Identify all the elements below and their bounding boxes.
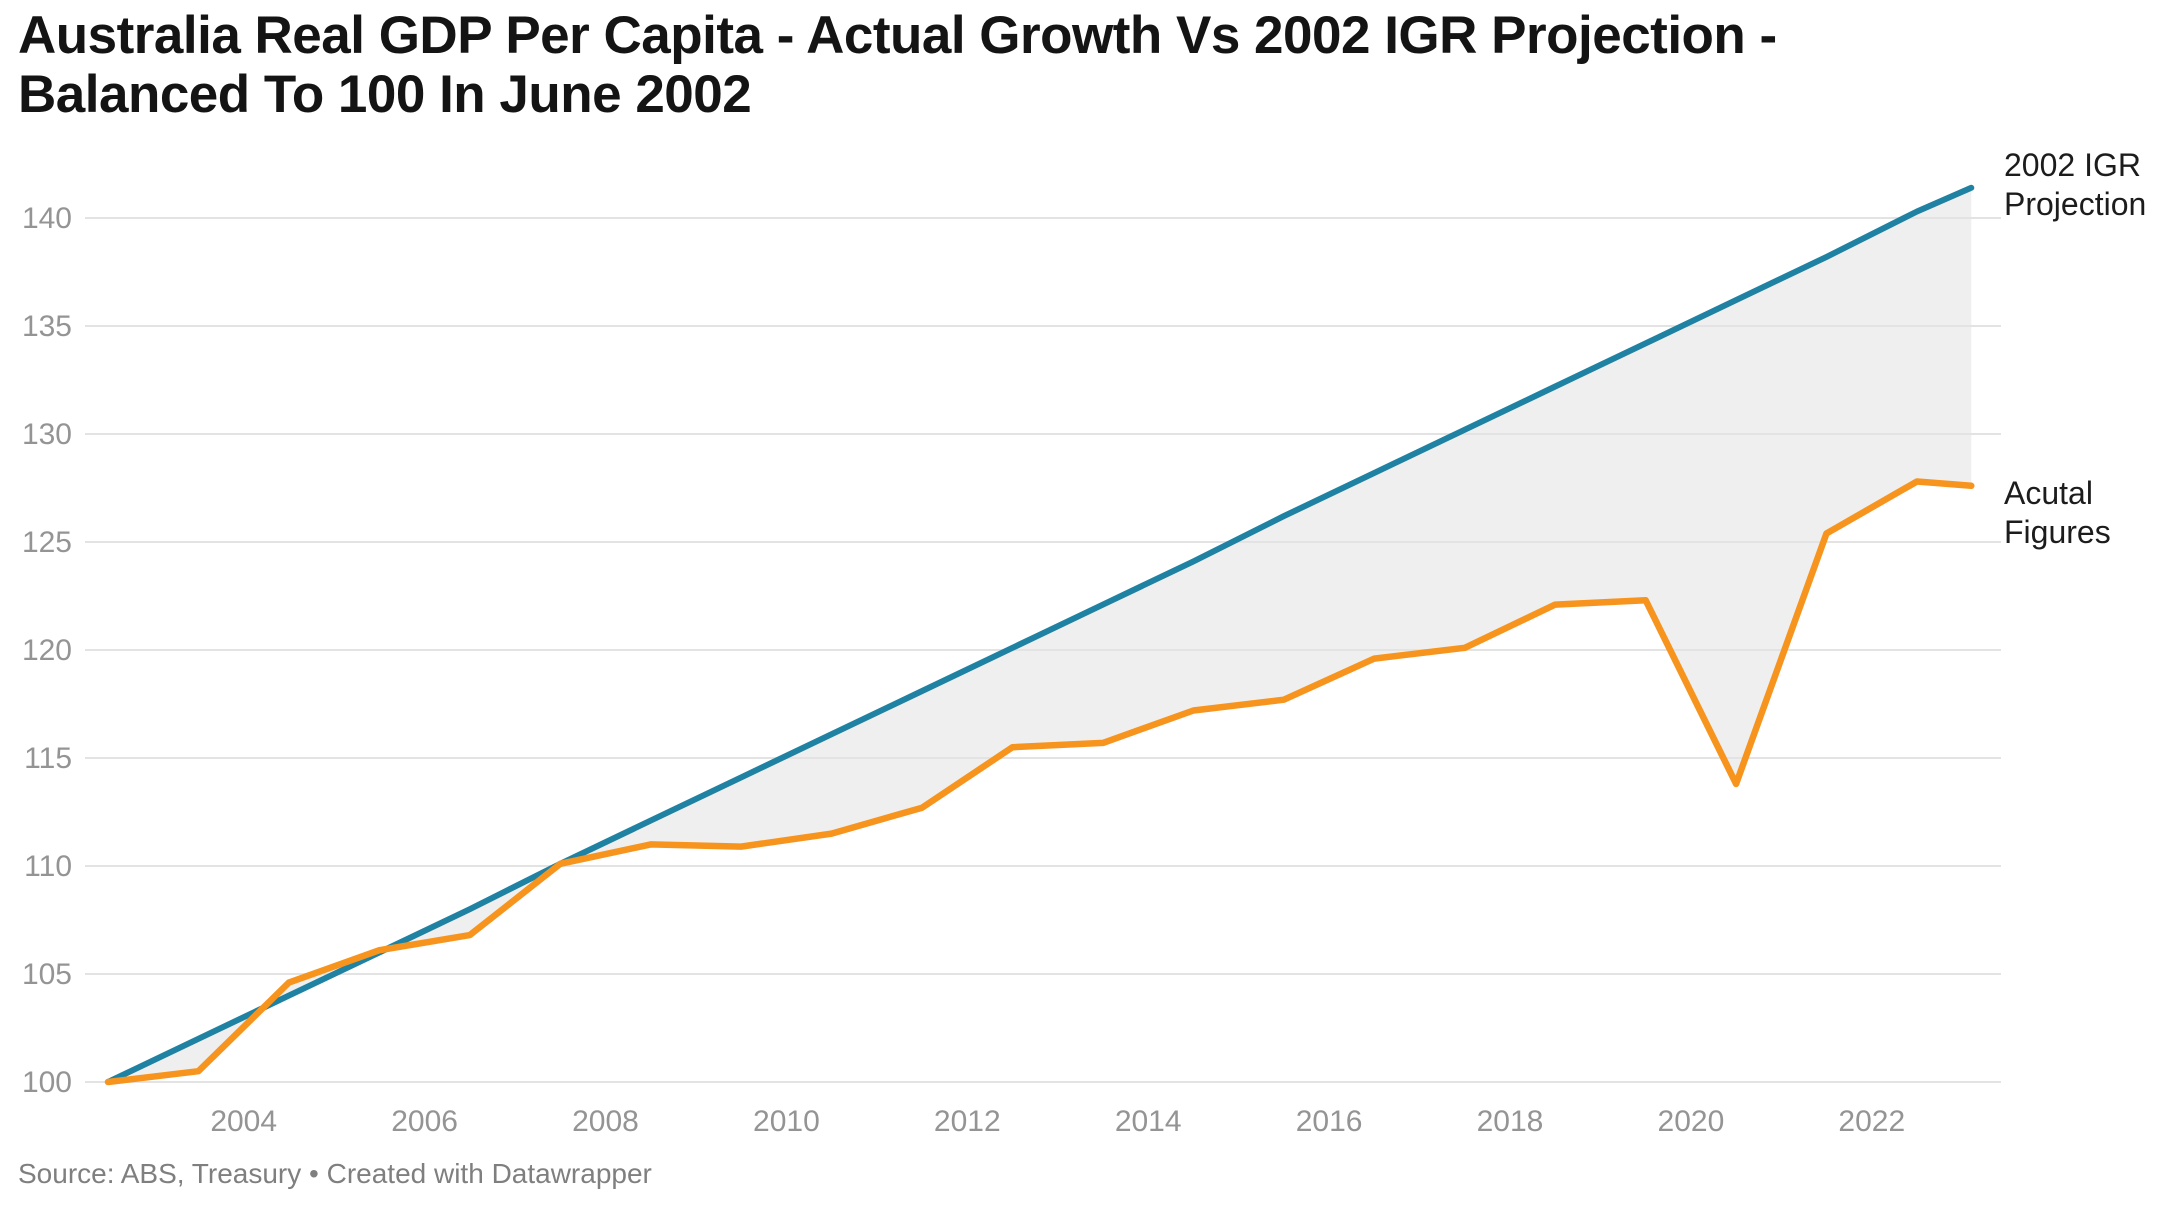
x-tick-label-2010: 2010 bbox=[753, 1105, 820, 1138]
legend-label-actual: Acutal Figures bbox=[2004, 475, 2111, 551]
y-tick-label-125: 125 bbox=[22, 526, 72, 559]
y-tick-label-120: 120 bbox=[22, 634, 72, 667]
y-tick-label-140: 140 bbox=[22, 202, 72, 235]
x-tick-label-2004: 2004 bbox=[210, 1105, 277, 1138]
x-tick-label-2020: 2020 bbox=[1658, 1105, 1725, 1138]
chart-title: Australia Real GDP Per Capita - Actual G… bbox=[18, 6, 1777, 125]
x-tick-label-2016: 2016 bbox=[1296, 1105, 1363, 1138]
y-tick-label-130: 130 bbox=[22, 418, 72, 451]
x-tick-label-2018: 2018 bbox=[1477, 1105, 1544, 1138]
x-tick-label-2008: 2008 bbox=[572, 1105, 639, 1138]
y-tick-label-135: 135 bbox=[22, 310, 72, 343]
source-attribution: Source: ABS, Treasury • Created with Dat… bbox=[18, 1158, 652, 1189]
y-tick-label-110: 110 bbox=[24, 850, 72, 883]
projection-line bbox=[105, 184, 1975, 1085]
x-tick-label-2022: 2022 bbox=[1838, 1105, 1905, 1138]
x-tick-label-2012: 2012 bbox=[934, 1105, 1001, 1138]
legend-label-projection: 2002 IGR Projection bbox=[2004, 147, 2147, 223]
y-tick-label-115: 115 bbox=[24, 742, 72, 775]
x-tick-label-2006: 2006 bbox=[391, 1105, 458, 1138]
y-tick-label-100: 100 bbox=[22, 1066, 72, 1099]
y-tick-label-105: 105 bbox=[22, 958, 72, 991]
actual-line bbox=[104, 478, 1975, 1086]
x-tick-label-2014: 2014 bbox=[1115, 1105, 1182, 1138]
